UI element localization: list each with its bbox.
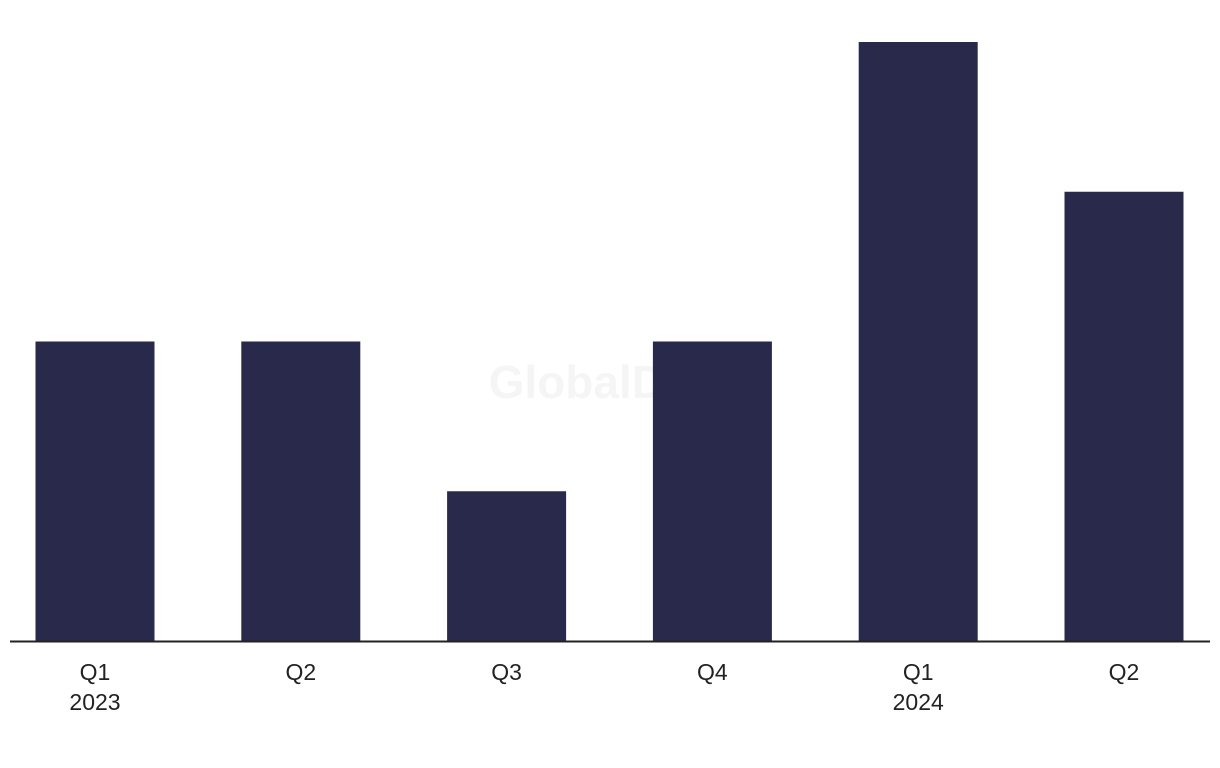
x-tick-label: Q3 (491, 659, 522, 685)
bar (447, 491, 567, 641)
x-tick-label: Q2 (285, 659, 316, 685)
x-tick-label: Q1 (903, 659, 934, 685)
x-tick-label: Q2 (1109, 659, 1140, 685)
bar (1064, 191, 1184, 641)
bar (35, 341, 155, 641)
x-tick-label: Q4 (697, 659, 728, 685)
bar (241, 341, 361, 641)
x-tick-label: Q1 (80, 659, 111, 685)
x-tick-year: 2023 (69, 689, 120, 715)
bar (652, 341, 772, 641)
x-tick-year: 2024 (893, 689, 944, 715)
bar (858, 42, 978, 641)
